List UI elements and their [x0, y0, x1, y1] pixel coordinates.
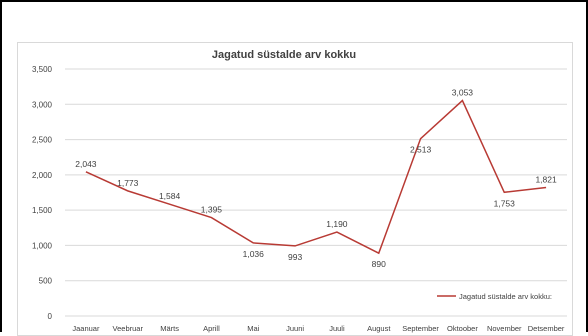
- y-tick-label: 2,000: [32, 171, 53, 180]
- grid-lines: [65, 68, 567, 317]
- data-label: 890: [372, 259, 386, 269]
- x-tick-label: August: [367, 324, 391, 333]
- x-tick-label: November: [487, 324, 522, 333]
- legend: Jagatud süstalde arv kokku:: [437, 292, 552, 301]
- data-label: 1,395: [201, 205, 223, 215]
- data-label: 1,190: [326, 219, 348, 229]
- x-tick-label: September: [402, 324, 439, 333]
- data-label: 1,584: [159, 191, 181, 201]
- chart-area: Jagatud süstalde arv kokku 0 500 1,000 1,50…: [17, 42, 573, 336]
- y-axis-ticks: 0 500 1,000 1,500 2,000 2,500 3,000 3,500: [32, 65, 53, 321]
- x-tick-label: Juuli: [329, 324, 345, 333]
- x-axis-ticks: Jaanuar Veebruar Märts Aprill Mai Juuni Juuli A…: [72, 324, 565, 333]
- x-tick-label: Veebruar: [113, 324, 144, 333]
- data-label: 1,753: [494, 198, 516, 208]
- x-tick-label: Juuni: [286, 324, 304, 333]
- x-tick-label: Jaanuar: [72, 324, 100, 333]
- y-tick-label: 1,500: [32, 206, 53, 215]
- data-label: 2,043: [75, 159, 97, 169]
- chart-title: Jagatud süstalde arv kokku: [212, 49, 356, 61]
- legend-label: Jagatud süstalde arv kokku:: [459, 292, 552, 301]
- x-tick-label: Oktoober: [447, 324, 478, 333]
- y-tick-label: 3,500: [32, 65, 53, 74]
- x-tick-label: Aprill: [203, 324, 220, 333]
- data-label: 1,036: [243, 249, 265, 259]
- y-tick-label: 500: [39, 277, 53, 286]
- y-tick-label: 2,500: [32, 136, 53, 145]
- y-tick-label: 0: [48, 312, 53, 321]
- y-tick-label: 3,000: [32, 100, 53, 109]
- data-label: 3,053: [452, 88, 474, 98]
- x-tick-label: Detsember: [528, 324, 565, 333]
- data-label: 993: [288, 252, 302, 262]
- data-label: 1,821: [535, 174, 557, 184]
- data-label: 2,513: [410, 145, 432, 155]
- y-tick-label: 1,000: [32, 241, 53, 250]
- series-line: [85, 99, 547, 255]
- x-tick-label: Märts: [160, 324, 179, 333]
- data-labels: 2,043 1,773 1,584 1,395 1,036 993 1,190 890 2,51…: [75, 88, 557, 270]
- line-chart: Jagatud süstalde arv kokku 0 500 1,000 1,50…: [32, 49, 567, 333]
- x-tick-label: Mai: [247, 324, 259, 333]
- data-label: 1,773: [117, 178, 139, 188]
